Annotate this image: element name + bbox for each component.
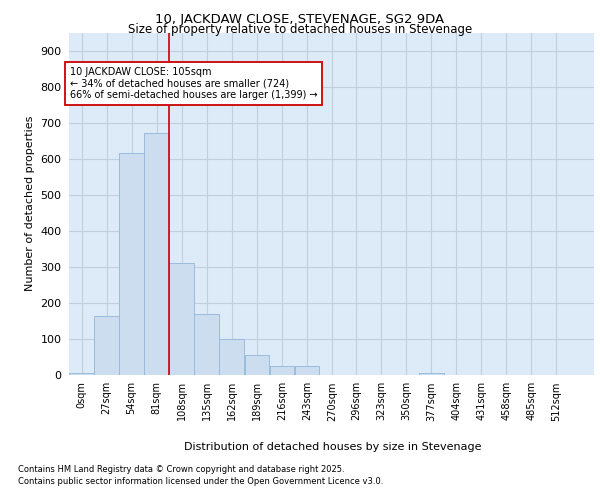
Text: 10, JACKDAW CLOSE, STEVENAGE, SG2 9DA: 10, JACKDAW CLOSE, STEVENAGE, SG2 9DA	[155, 12, 445, 26]
Bar	[194, 314, 219, 375]
Bar	[145, 134, 169, 375]
Bar	[295, 366, 319, 375]
Text: 10 JACKDAW CLOSE: 105sqm
← 34% of detached houses are smaller (724)
66% of semi-: 10 JACKDAW CLOSE: 105sqm ← 34% of detach…	[70, 66, 317, 100]
Bar	[94, 316, 119, 375]
Y-axis label: Number of detached properties: Number of detached properties	[25, 116, 35, 292]
Bar	[245, 355, 269, 375]
Bar	[119, 154, 144, 375]
Bar	[419, 373, 443, 375]
Bar	[220, 339, 244, 375]
Text: Contains public sector information licensed under the Open Government Licence v3: Contains public sector information licen…	[18, 476, 383, 486]
Text: Distribution of detached houses by size in Stevenage: Distribution of detached houses by size …	[184, 442, 482, 452]
Text: Contains HM Land Registry data © Crown copyright and database right 2025.: Contains HM Land Registry data © Crown c…	[18, 466, 344, 474]
Bar	[269, 366, 294, 375]
Text: Size of property relative to detached houses in Stevenage: Size of property relative to detached ho…	[128, 22, 472, 36]
Bar	[169, 263, 194, 375]
Bar	[69, 373, 94, 375]
